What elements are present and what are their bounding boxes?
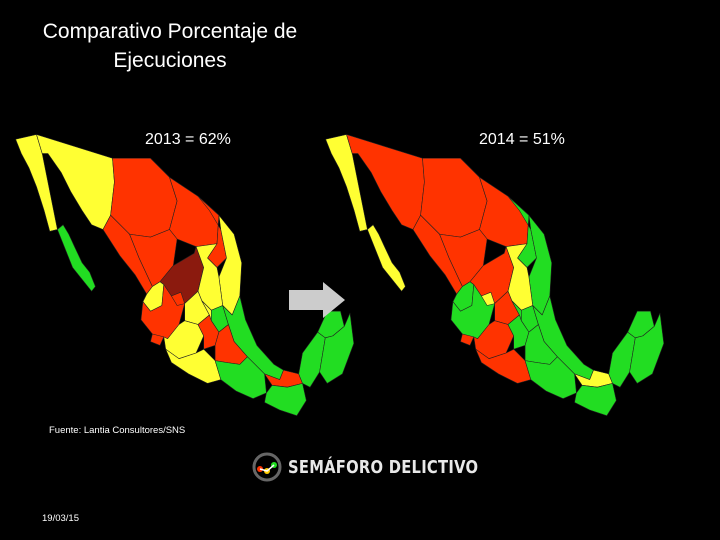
state-baja-california-sur bbox=[49, 224, 96, 292]
logo-text: SEMÁFORO DELICTIVO bbox=[288, 456, 479, 478]
state-oaxaca bbox=[214, 356, 267, 399]
state-chiapas bbox=[264, 383, 307, 416]
source-note: Fuente: Lantia Consultores/SNS bbox=[49, 425, 186, 436]
state-colima bbox=[460, 333, 475, 346]
semaforo-logo-icon bbox=[252, 452, 282, 482]
state-campeche bbox=[608, 331, 636, 388]
right-arrow-icon bbox=[289, 282, 345, 318]
state-quintana-roo bbox=[319, 312, 355, 384]
slide-title-line-2: Ejecuciones bbox=[113, 49, 227, 72]
state-chiapas bbox=[574, 383, 617, 416]
semaforo-delictivo-logo: SEMÁFORO DELICTIVO bbox=[252, 452, 520, 482]
mexico-map-2014 bbox=[325, 134, 665, 416]
slide-title-line-1: Comparativo Porcentaje de bbox=[42, 20, 298, 43]
state-oaxaca bbox=[524, 356, 577, 399]
state-quintana-roo bbox=[629, 312, 665, 384]
map-2014-label: 2014 = 51% bbox=[479, 131, 565, 148]
mexico-map-2013 bbox=[15, 134, 355, 416]
state-colima bbox=[150, 333, 165, 346]
state-baja-california-sur bbox=[359, 224, 406, 292]
slide-title: Comparativo Porcentaje de Ejecuciones bbox=[20, 17, 320, 75]
slide-date: 19/03/15 bbox=[42, 513, 79, 524]
map-2013-label: 2013 = 62% bbox=[145, 131, 231, 148]
right-arrow-shape bbox=[289, 282, 345, 318]
